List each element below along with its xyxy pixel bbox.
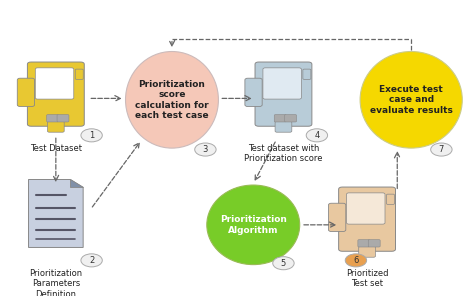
Circle shape <box>431 143 452 156</box>
FancyBboxPatch shape <box>27 62 84 126</box>
Text: 6: 6 <box>353 256 359 265</box>
FancyBboxPatch shape <box>75 69 83 79</box>
FancyBboxPatch shape <box>358 240 370 247</box>
Text: 1: 1 <box>89 131 94 140</box>
FancyBboxPatch shape <box>368 240 380 247</box>
FancyBboxPatch shape <box>35 68 74 99</box>
Text: Test Dataset: Test Dataset <box>30 144 82 153</box>
FancyBboxPatch shape <box>263 68 301 99</box>
Polygon shape <box>70 179 83 187</box>
FancyBboxPatch shape <box>359 247 375 257</box>
Ellipse shape <box>360 52 462 148</box>
Text: Prioritized
Test set: Prioritized Test set <box>346 269 388 288</box>
Ellipse shape <box>207 185 300 265</box>
FancyBboxPatch shape <box>47 121 64 132</box>
FancyBboxPatch shape <box>346 193 385 224</box>
Text: Test dataset with
Prioritization score: Test dataset with Prioritization score <box>244 144 323 163</box>
FancyBboxPatch shape <box>338 187 395 251</box>
Text: Execute test
case and
evaluate results: Execute test case and evaluate results <box>370 85 453 115</box>
FancyBboxPatch shape <box>245 78 262 107</box>
Text: Prioritization
Parameters
Definition: Prioritization Parameters Definition <box>29 269 82 296</box>
FancyBboxPatch shape <box>328 203 346 231</box>
Polygon shape <box>28 179 83 247</box>
Text: 4: 4 <box>314 131 319 140</box>
FancyBboxPatch shape <box>275 121 292 132</box>
FancyBboxPatch shape <box>274 115 286 122</box>
Circle shape <box>273 257 294 270</box>
FancyBboxPatch shape <box>255 62 312 126</box>
Circle shape <box>306 129 328 142</box>
Text: 3: 3 <box>203 145 208 154</box>
Circle shape <box>81 254 102 267</box>
Text: Prioritization
score
calculation for
each test case: Prioritization score calculation for eac… <box>135 80 209 120</box>
Text: 2: 2 <box>89 256 94 265</box>
Circle shape <box>81 129 102 142</box>
Circle shape <box>345 254 366 267</box>
FancyBboxPatch shape <box>17 78 35 107</box>
FancyBboxPatch shape <box>303 69 311 79</box>
Text: 5: 5 <box>281 259 286 268</box>
FancyBboxPatch shape <box>386 194 394 204</box>
Text: Prioritization
Algorithm: Prioritization Algorithm <box>220 215 287 234</box>
Ellipse shape <box>126 52 219 148</box>
FancyBboxPatch shape <box>46 115 58 122</box>
FancyBboxPatch shape <box>57 115 69 122</box>
Circle shape <box>195 143 216 156</box>
Text: 7: 7 <box>439 145 444 154</box>
FancyBboxPatch shape <box>285 115 297 122</box>
